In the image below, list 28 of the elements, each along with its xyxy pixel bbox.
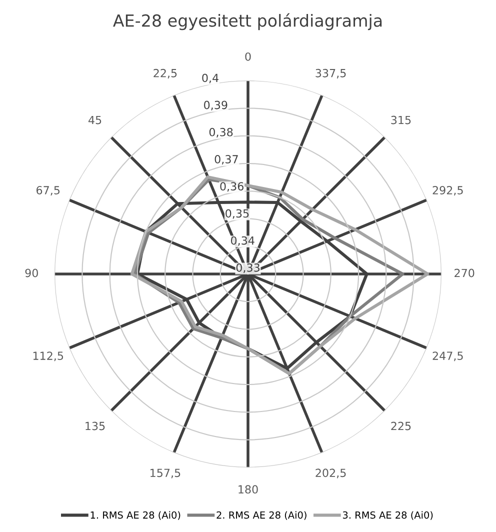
spoke-label: 315 bbox=[391, 116, 411, 124]
spoke-label: 225 bbox=[391, 422, 411, 430]
spoke-label: 270 bbox=[454, 268, 474, 278]
chart-title: AE-28 egyesitett polárdiagramja bbox=[113, 13, 382, 30]
spoke-label: 90 bbox=[25, 268, 38, 278]
spoke-label: 247,5 bbox=[432, 352, 463, 362]
spoke-label: 112,5 bbox=[33, 352, 64, 362]
legend-label: 1. RMS AE 28 (Ai0) bbox=[90, 511, 180, 520]
y-tick-label: 0,34 bbox=[230, 236, 254, 246]
spoke-label: 135 bbox=[86, 422, 105, 430]
y-tick-label: 0,37 bbox=[214, 155, 238, 165]
y-tick-label: 0,39 bbox=[204, 100, 228, 110]
spoke-label: 292,5 bbox=[432, 186, 463, 196]
spoke-label: 67,5 bbox=[36, 186, 60, 196]
spoke-label: 157,5 bbox=[150, 468, 180, 478]
spoke-label: 22,5 bbox=[154, 68, 177, 78]
legend-label: 3. RMS AE 28 (Ai0) bbox=[342, 511, 433, 520]
y-tick-label: 0,33 bbox=[236, 263, 260, 273]
y-tick-label: 0,35 bbox=[226, 209, 249, 219]
y-tick-label: 0,4 bbox=[202, 74, 218, 84]
spoke-label: 180 bbox=[238, 485, 258, 494]
spoke-label: 202,5 bbox=[316, 468, 346, 478]
spoke-label: 45 bbox=[88, 116, 102, 124]
spoke-label: 0 bbox=[245, 52, 251, 61]
legend-label: 2. RMS AE 28 (Ai0) bbox=[216, 511, 306, 520]
y-tick-label: 0,38 bbox=[209, 128, 233, 138]
spoke-label: 337,5 bbox=[316, 68, 346, 78]
y-tick-label: 0,36 bbox=[220, 182, 244, 192]
